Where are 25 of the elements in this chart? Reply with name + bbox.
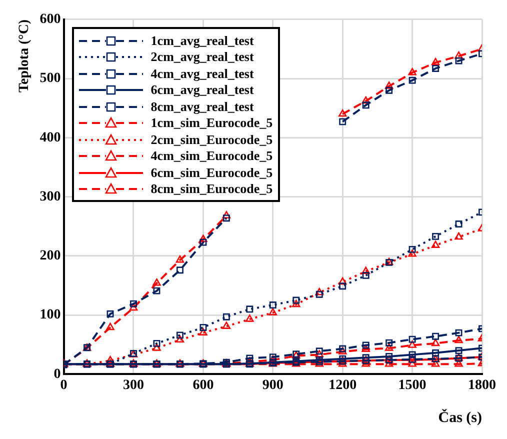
x-tick-label: 600 (192, 378, 214, 394)
y-tick-label: 300 (40, 189, 61, 204)
x-tick-label: 300 (123, 378, 144, 394)
y-tick-label: 600 (40, 12, 61, 28)
y-tick-label: 100 (40, 308, 61, 323)
x-axis-title: Čas (s) (438, 408, 482, 426)
y-tick-label: 500 (40, 71, 61, 86)
y-tick-label: 400 (40, 130, 61, 146)
legend-label: 1cm_sim_Eurocode_5 (150, 115, 273, 132)
y-tick-label: 200 (40, 248, 61, 264)
x-tick-label: 1800 (468, 378, 496, 394)
legend-label: 8cm_avg_real_test (150, 98, 254, 115)
legend-label: 6cm_avg_real_test (150, 82, 254, 98)
legend-label: 4cm_avg_real_test (150, 66, 254, 82)
legend-label: 8cm_sim_Eurocode_5 (150, 181, 273, 198)
legend-label: 2cm_sim_Eurocode_5 (150, 132, 273, 148)
legend-label: 2cm_avg_real_test (150, 49, 254, 66)
legend-label: 4cm_sim_Eurocode_5 (150, 148, 273, 164)
x-tick-label: 900 (262, 378, 284, 394)
y-axis-title: Teplota (°C) (17, 19, 32, 93)
legend-label: 1cm_avg_real_test (150, 32, 254, 49)
x-tick-label: 1200 (328, 378, 357, 394)
y-tick-label: 0 (54, 366, 61, 382)
legend-label: 6cm_sim_Eurocode_5 (150, 164, 273, 181)
x-tick-label: 1500 (398, 378, 426, 394)
